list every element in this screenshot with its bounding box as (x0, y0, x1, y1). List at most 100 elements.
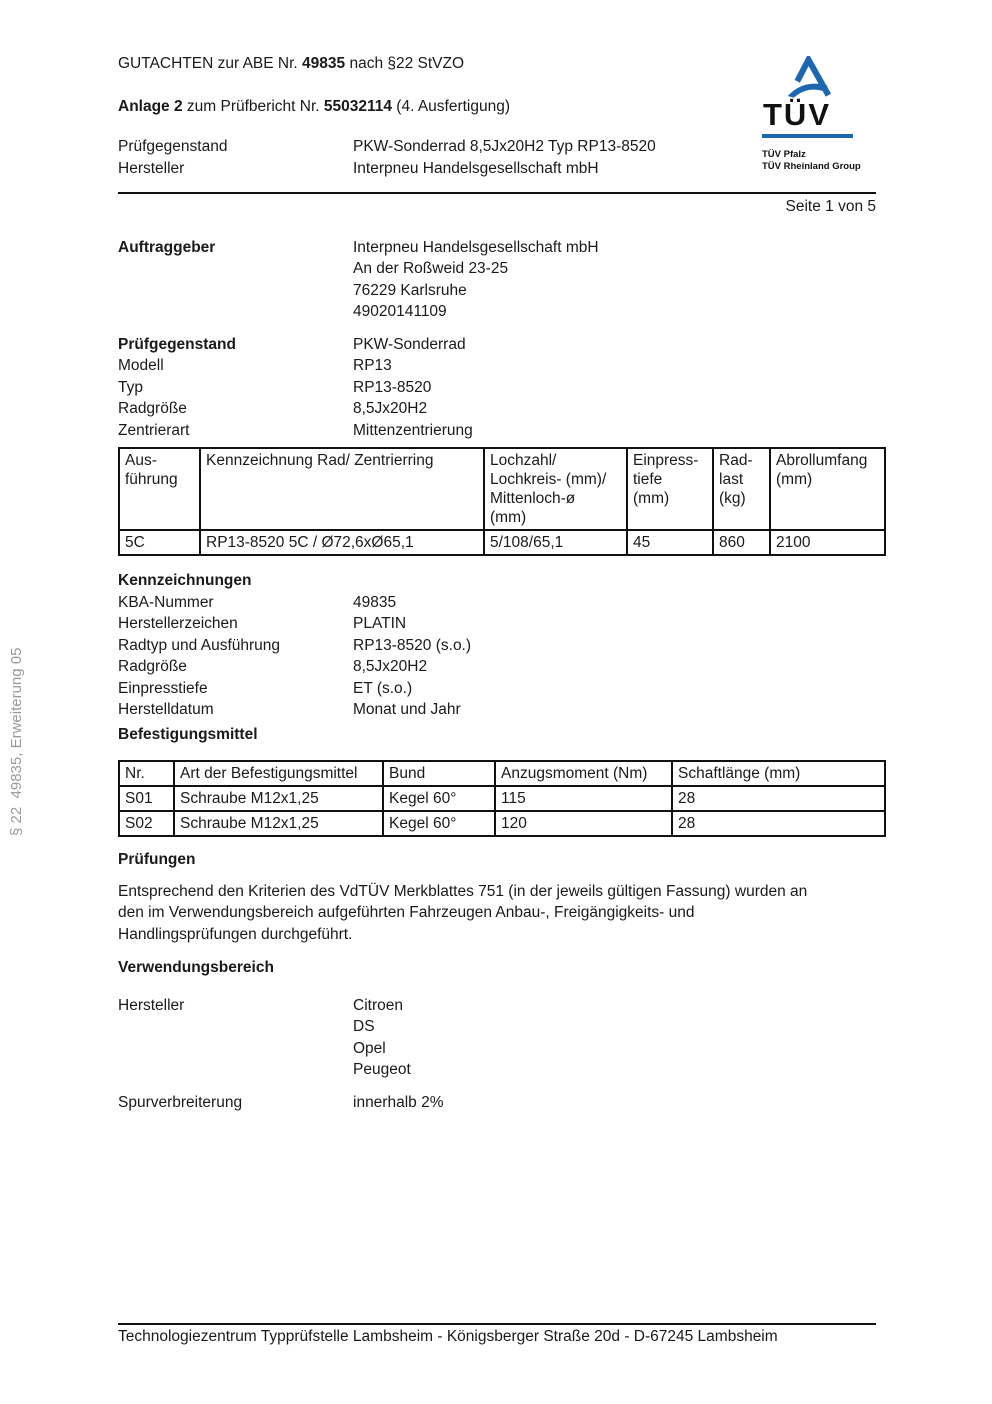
header-pruefgegenstand-value: PKW-Sonderrad 8,5Jx20H2 Typ RP13-8520 (353, 138, 656, 155)
gutachten-title-line: GUTACHTEN zur ABE Nr. 49835 nach §22 StV… (118, 53, 876, 75)
auftraggeber-line: 49020141109 (353, 303, 447, 320)
rad-table-header-radlast: Rad- last (kg) (712, 447, 771, 531)
befest-cell: Kegel 60° (382, 785, 496, 812)
herstelldatum-value: Monat und Jahr (353, 701, 461, 718)
pruefgegenstand-block: Prüfgegenstand PKW-Sonderrad Modell RP13… (118, 334, 876, 442)
spurverbreiterung-label: Spurverbreiterung (118, 1093, 243, 1111)
page-indicator: Seite 1 von 5 (785, 198, 876, 215)
herstellerzeichen-row: Herstellerzeichen PLATIN (118, 613, 876, 635)
befest-cell: Schraube M12x1,25 (173, 785, 384, 812)
tuv-triangle-icon (787, 56, 831, 98)
rad-table-header-ausfuehrung: Aus- führung (118, 447, 201, 531)
kennzeichnungen-heading: Kennzeichnungen (118, 572, 252, 589)
anlage-label: Anlage 2 (118, 97, 183, 115)
zentrierart-row: Zentrierart Mittenzentrierung (118, 420, 876, 442)
befest-cell: 120 (494, 810, 673, 837)
header-row-pruefgegenstand: Prüfgegenstand PKW-Sonderrad 8,5Jx20H2 T… (118, 136, 876, 158)
verw-hersteller-label: Hersteller (118, 996, 185, 1014)
pruefungen-paragraph-line: Handlingsprüfungen durchgeführt. (118, 925, 353, 943)
rad-table-cell: 5C (118, 529, 201, 556)
herstellerzeichen-value: PLATIN (353, 615, 407, 632)
verw-hersteller-item: DS (353, 1018, 375, 1035)
modell-row: Modell RP13 (118, 355, 876, 377)
tuv-logo-subtitle-2: TÜV Rheinland Group (762, 160, 861, 172)
rad-table-cell: 2100 (769, 529, 886, 556)
befestigungsmittel-heading: Befestigungsmittel (118, 725, 258, 743)
radtyp-row: Radtyp und Ausführung RP13-8520 (s.o.) (118, 635, 876, 657)
verw-hersteller-block: Hersteller Citroen DS Opel Peugeot (118, 995, 876, 1081)
pruefgegenstand-row: Prüfgegenstand PKW-Sonderrad (118, 334, 876, 356)
befest-cell: 28 (671, 785, 886, 812)
herstelldatum-label: Herstelldatum (118, 701, 214, 718)
radgroesse-label: Radgröße (118, 400, 187, 417)
verwendungsbereich-heading: Verwendungsbereich (118, 959, 274, 976)
rad-table-cell: 860 (712, 529, 771, 556)
margin-vertical-note: § 22 49835, Erweiterung 05 (8, 647, 25, 836)
radgroesse-value: 8,5Jx20H2 (353, 400, 428, 417)
auftraggeber-block: Auftraggeber Interpneu Handelsgesellscha… (118, 237, 876, 323)
rad-table-cell: 45 (626, 529, 714, 556)
kennz-radgroesse-row: Radgröße 8,5Jx20H2 (118, 656, 876, 678)
radtyp-label: Radtyp und Ausführung (118, 636, 281, 654)
rad-table-row: 5C RP13-8520 5C / Ø72,6xØ65,1 5/108/65,1… (118, 529, 886, 556)
anlage-line: Anlage 2 zum Prüfbericht Nr. 55032114 (4… (118, 96, 876, 118)
befest-header-art: Art der Befestigungsmittel (173, 760, 384, 787)
modell-value: RP13 (353, 357, 392, 374)
tuv-logo-underline (762, 134, 853, 138)
befest-table-row: S02 Schraube M12x1,25 Kegel 60° 120 28 (118, 810, 886, 837)
anlage-post: (4. Ausfertigung) (391, 97, 511, 115)
footer-divider (118, 1323, 876, 1325)
rad-table-cell: 5/108/65,1 (483, 529, 628, 556)
radtyp-value: RP13-8520 (s.o.) (353, 636, 472, 654)
rad-table-header-abrollumfang: Abrollumfang (mm) (769, 447, 886, 531)
verw-hersteller-list: Citroen DS Opel Peugeot (353, 995, 876, 1081)
befest-header-nr: Nr. (118, 760, 175, 787)
pruefungen-paragraph: Entsprechend den Kriterien des VdTÜV Mer… (118, 881, 876, 946)
zentrierart-label: Zentrierart (118, 421, 190, 439)
auftraggeber-address: Interpneu Handelsgesellschaft mbH An der… (353, 237, 876, 323)
befest-cell: S02 (118, 810, 175, 837)
header-hersteller-label: Hersteller (118, 159, 185, 177)
pruefgegenstand-value: PKW-Sonderrad (353, 335, 466, 353)
einpresstiefe-row: Einpresstiefe ET (s.o.) (118, 678, 876, 700)
abe-number: 49835 (302, 55, 346, 72)
verw-hersteller-item: Citroen (353, 996, 403, 1014)
header-row-hersteller: Hersteller Interpneu Handelsgesellschaft… (118, 158, 876, 180)
footer-address: Technologiezentrum Typprüfstelle Lambshe… (118, 1328, 778, 1345)
spurverbreiterung-value: innerhalb 2% (353, 1093, 444, 1111)
befest-cell: S01 (118, 785, 175, 812)
auftraggeber-line: An der Roßweid 23-25 (353, 260, 509, 277)
header-hersteller-value: Interpneu Handelsgesellschaft mbH (353, 159, 599, 177)
einpresstiefe-label: Einpresstiefe (118, 679, 208, 697)
befest-cell: Kegel 60° (382, 810, 496, 837)
gutachten-title-post: nach §22 StVZO (345, 55, 465, 72)
kennz-radgroesse-value: 8,5Jx20H2 (353, 658, 428, 675)
befest-table-header-row: Nr. Art der Befestigungsmittel Bund Anzu… (118, 760, 886, 787)
typ-value: RP13-8520 (353, 378, 432, 396)
kba-nummer-label: KBA-Nummer (118, 593, 214, 611)
kba-nummer-row: KBA-Nummer 49835 (118, 592, 876, 614)
einpresstiefe-value: ET (s.o.) (353, 679, 413, 697)
kennz-radgroesse-label: Radgröße (118, 658, 187, 675)
kennzeichnungen-block: KBA-Nummer 49835 Herstellerzeichen PLATI… (118, 592, 876, 721)
rad-table-header-lochzahl: Lochzahl/ Lochkreis- (mm)/ Mittenloch-ø … (483, 447, 628, 531)
befest-header-schaftlaenge: Schaftlänge (mm) (671, 760, 886, 787)
radgroesse-row: Radgröße 8,5Jx20H2 (118, 398, 876, 420)
kba-nummer-value: 49835 (353, 593, 397, 611)
tuv-logo-subtitle-1: TÜV Pfalz (762, 149, 806, 160)
spurverbreiterung-row: Spurverbreiterung innerhalb 2% (118, 1092, 876, 1114)
verw-hersteller-item: Opel (353, 1039, 386, 1057)
befest-table-row: S01 Schraube M12x1,25 Kegel 60° 115 28 (118, 785, 886, 812)
zentrierart-value: Mittenzentrierung (353, 421, 473, 439)
befest-cell: 115 (494, 785, 673, 812)
pruefgegenstand-label: Prüfgegenstand (118, 335, 236, 353)
rad-table-header-kennzeichnung: Kennzeichnung Rad/ Zentrierring (199, 447, 485, 531)
herstellerzeichen-label: Herstellerzeichen (118, 615, 238, 632)
auftraggeber-line: 76229 Karlsruhe (353, 281, 467, 299)
befest-cell: Schraube M12x1,25 (173, 810, 384, 837)
typ-row: Typ RP13-8520 (118, 377, 876, 399)
rad-spezifikation-table: Aus- führung Kennzeichnung Rad/ Zentrier… (118, 447, 886, 556)
pruefungen-paragraph-line: Entsprechend den Kriterien des VdTÜV Mer… (118, 882, 808, 900)
anlage-mid: zum Prüfbericht Nr. (182, 97, 324, 115)
